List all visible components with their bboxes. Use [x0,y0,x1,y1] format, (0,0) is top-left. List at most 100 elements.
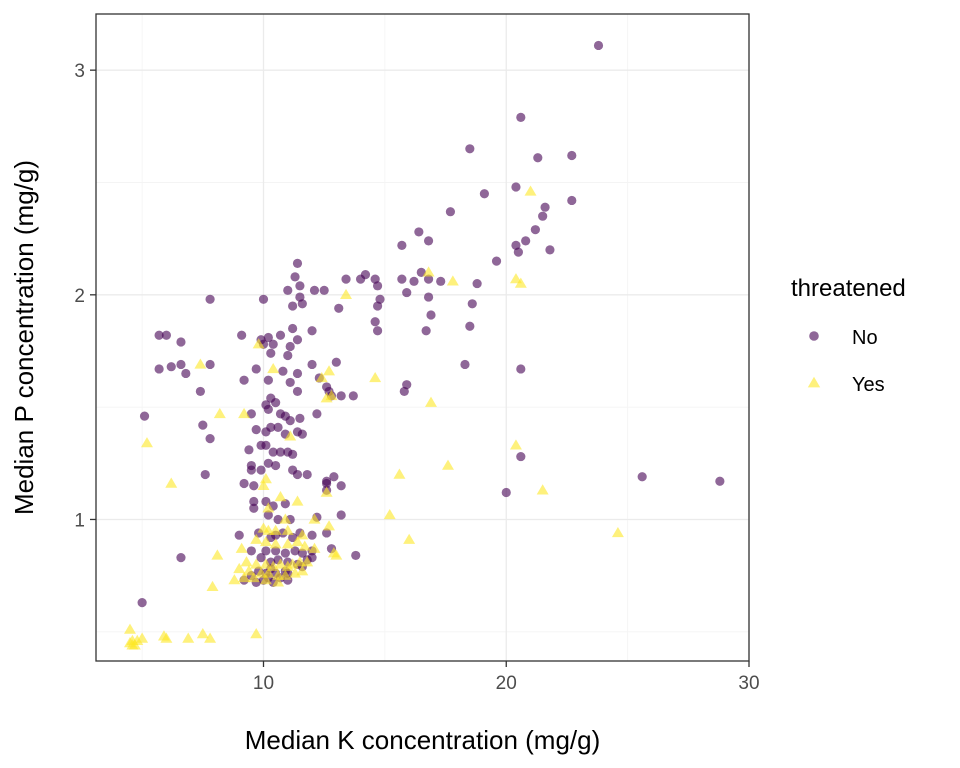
data-point [423,292,434,302]
data-point [538,211,548,221]
data-point [409,276,419,286]
data-point [637,472,647,482]
data-point [285,416,295,426]
data-point [166,362,176,372]
data-point [442,459,454,470]
data-point [530,225,540,235]
data-point [239,375,249,385]
data-point [399,386,409,397]
data-point [251,364,261,374]
data-point [258,294,269,304]
data-point [288,532,298,543]
data-point [196,628,209,639]
data-point [423,274,434,284]
data-point [501,487,511,498]
data-point [271,398,281,408]
data-point [269,524,282,535]
data-point [181,368,191,379]
data-point [414,227,424,237]
data-point [280,499,290,509]
data-point [307,553,317,563]
data-point [533,153,543,163]
data-point [263,458,273,468]
data-point [240,556,253,567]
data-point [351,550,361,561]
data-point [545,245,555,255]
data-point [460,359,470,370]
data-point [211,549,224,560]
data-point [425,396,437,407]
data-point [283,285,293,295]
data-point [228,574,241,585]
data-point [246,409,256,419]
data-point [137,597,147,608]
data-point [292,469,303,480]
data-point [422,266,435,277]
data-point [268,447,278,457]
data-point [369,371,382,383]
data-point [273,422,283,432]
data-point [200,469,210,480]
x-tick-label: 30 [738,673,759,694]
data-point [140,437,153,448]
data-point [288,323,298,334]
data-point [290,546,300,556]
data-point [279,513,292,524]
data-point [154,364,164,374]
data-point [320,392,333,403]
series-yes [124,185,624,650]
data-point [292,386,303,397]
data-point [307,530,317,540]
data-point [491,256,502,266]
data-point [251,425,261,435]
data-point [176,553,186,563]
data-point [393,468,406,479]
data-point [445,207,456,217]
data-point [320,486,333,497]
data-point [426,310,436,320]
data-point [308,513,321,524]
data-point [372,301,383,311]
data-point [421,326,431,336]
data-point [296,529,309,540]
data-point [249,496,259,507]
data-point [160,632,173,643]
data-point [273,514,283,525]
data-point [271,546,281,556]
data-point [234,530,244,540]
data-point [261,546,271,556]
data-point [383,508,396,520]
data-point [285,377,295,388]
data-point [593,40,604,51]
x-axis-title: Median K concentration (mg/g) [245,725,601,755]
data-point [329,472,339,482]
data-point [285,341,295,352]
data-point [307,359,317,370]
data-point [263,375,273,385]
data-point [288,301,298,311]
x-tick-label: 10 [253,673,274,694]
data-point [165,477,178,488]
data-point [195,386,205,397]
data-point [370,317,380,327]
data-point [284,430,297,441]
data-point [242,565,255,576]
data-point [198,420,208,430]
data-point [322,478,332,489]
data-point [302,469,312,480]
data-point [465,144,475,154]
data-point [274,491,287,502]
data-point [139,411,150,421]
data-point [301,556,314,567]
y-tick-label: 2 [74,286,85,307]
data-point [297,429,307,439]
y-axis-title: Median P concentration (mg/g) [9,160,39,515]
data-point [290,272,300,282]
data-point [540,202,550,212]
data-point [296,565,309,576]
data-point [291,495,304,506]
data-point [436,276,446,286]
data-point [509,439,522,450]
data-point [250,628,263,639]
data-points [124,40,725,650]
